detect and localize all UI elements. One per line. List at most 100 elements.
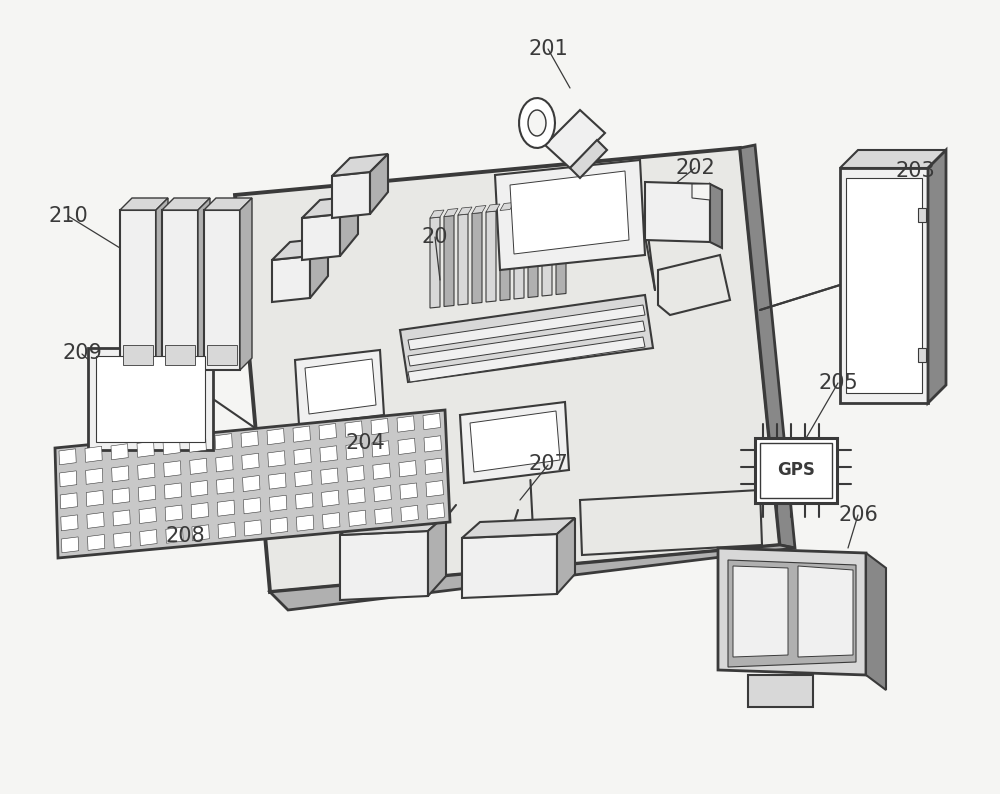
Polygon shape [373,463,390,480]
Bar [120,210,156,370]
Text: 205: 205 [818,372,858,393]
Polygon shape [138,464,155,480]
Polygon shape [408,321,645,366]
Polygon shape [397,416,414,432]
Bar [123,345,153,365]
Polygon shape [340,499,360,543]
Polygon shape [138,485,156,502]
Polygon shape [192,525,209,541]
Text: 204: 204 [345,433,385,453]
Polygon shape [322,513,340,529]
Polygon shape [112,488,130,504]
Polygon shape [88,534,105,550]
Polygon shape [866,553,886,690]
Polygon shape [87,512,104,528]
Text: 206: 206 [838,504,878,525]
Polygon shape [61,537,79,553]
Polygon shape [293,426,310,442]
Polygon shape [427,503,445,519]
Polygon shape [340,196,358,256]
Polygon shape [372,499,392,543]
Polygon shape [296,493,313,509]
Polygon shape [399,461,416,477]
Bar [755,438,837,503]
Polygon shape [244,520,262,536]
Polygon shape [500,202,514,210]
Polygon shape [400,295,653,382]
Polygon shape [60,471,77,487]
Polygon shape [710,184,722,248]
Polygon shape [302,196,358,218]
Polygon shape [332,172,370,218]
Text: 20: 20 [422,226,448,247]
Polygon shape [243,498,261,514]
Polygon shape [545,110,605,168]
Polygon shape [472,213,482,303]
Bar [165,345,195,365]
Polygon shape [486,204,500,212]
Polygon shape [321,468,338,484]
Polygon shape [347,465,364,482]
Polygon shape [296,515,314,531]
Polygon shape [840,150,946,168]
Polygon shape [140,530,157,545]
Polygon shape [423,414,441,430]
Polygon shape [163,438,180,455]
Polygon shape [162,198,210,210]
Polygon shape [270,545,795,610]
Polygon shape [458,214,468,305]
Text: 209: 209 [62,343,102,364]
Polygon shape [164,483,182,499]
Polygon shape [430,210,444,218]
Text: 202: 202 [675,158,715,179]
Text: 210: 210 [48,206,88,226]
Polygon shape [580,490,762,555]
Bar [204,210,240,370]
Polygon shape [718,548,866,675]
Polygon shape [645,182,710,242]
Polygon shape [556,196,570,205]
Polygon shape [217,478,234,494]
Polygon shape [658,255,730,315]
Bar [760,443,832,498]
Polygon shape [570,140,607,178]
Bar [840,168,928,403]
Polygon shape [198,198,210,370]
Polygon shape [928,150,946,403]
Polygon shape [295,471,312,487]
Polygon shape [340,463,360,507]
Polygon shape [349,511,366,526]
Polygon shape [190,480,208,496]
Polygon shape [216,456,233,472]
Polygon shape [295,350,384,425]
Polygon shape [268,451,285,467]
Polygon shape [728,560,856,667]
Polygon shape [428,515,446,596]
Polygon shape [740,145,795,548]
Polygon shape [514,201,528,209]
Bar [88,348,213,450]
Polygon shape [345,421,362,437]
Polygon shape [528,206,538,298]
Polygon shape [542,198,556,206]
Polygon shape [370,493,394,509]
Polygon shape [401,505,418,522]
Polygon shape [270,518,288,534]
Polygon shape [408,305,645,350]
Polygon shape [113,510,130,526]
Polygon shape [400,483,417,499]
Polygon shape [267,429,284,445]
Polygon shape [114,532,131,548]
Polygon shape [430,217,440,308]
Polygon shape [217,500,235,516]
Polygon shape [120,198,168,210]
Polygon shape [556,203,566,295]
Polygon shape [462,518,575,538]
Polygon shape [137,441,154,457]
Polygon shape [371,418,388,434]
Polygon shape [218,522,235,538]
Polygon shape [294,449,311,464]
Polygon shape [86,468,103,484]
Bar [918,208,926,222]
Polygon shape [472,206,486,214]
